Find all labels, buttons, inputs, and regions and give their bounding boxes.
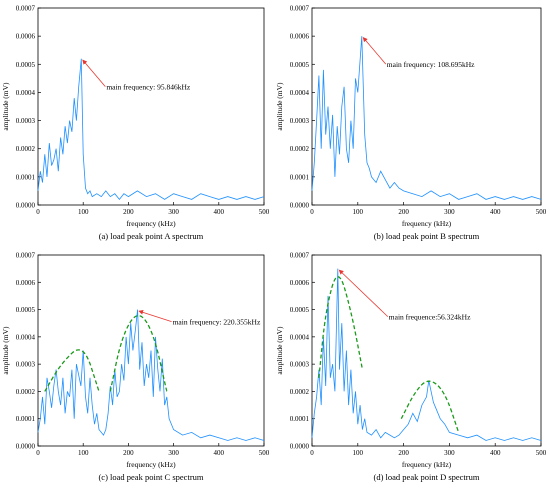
x-tick-label: 0 [36,208,40,216]
x-tick-label: 500 [536,449,547,457]
x-tick-label: 400 [214,208,225,216]
spectrum-line [37,58,265,201]
y-axis-title: amplitude (mV) [1,82,10,131]
x-tick-label: 200 [398,208,409,216]
y-tick-label: 0.0004 [290,333,310,341]
x-axis-title: frequency (kHz) [126,219,176,228]
y-tick-label: 0.0000 [290,443,310,451]
x-tick-label: 0 [310,449,314,457]
x-tick-label: 300 [168,449,179,457]
y-tick-label: 0.0002 [290,145,310,153]
y-tick-label: 0.0001 [16,415,36,423]
plot-frame [311,7,542,206]
y-tick-label: 0.0007 [290,5,310,13]
y-tick-label: 0.0001 [16,173,36,181]
x-tick-label: 300 [444,208,455,216]
y-tick-label: 0.0005 [290,306,310,314]
y-tick-label: 0.0002 [290,388,310,396]
y-tick-label: 0.0001 [290,173,310,181]
envelope-curve [400,380,460,433]
y-tick-label: 0.0002 [16,388,36,396]
y-tick-label: 0.0002 [16,145,36,153]
x-tick-label: 300 [168,208,179,216]
y-tick-label: 0.0003 [16,361,36,369]
x-tick-label: 500 [259,449,270,457]
y-tick-label: 0.0004 [290,89,310,97]
y-tick-label: 0.0005 [16,306,36,314]
x-tick-label: 200 [398,449,409,457]
y-axis-title: amplitude (mV) [275,82,284,131]
plot-frame [37,254,265,447]
envelope-curve [109,315,168,393]
x-tick-label: 100 [78,449,89,457]
y-axis-title: amplitude (mV) [275,326,284,375]
annotation-label: main frequency: 95.846kHz [106,83,191,92]
x-tick-label: 400 [490,449,501,457]
annotation-arrow [82,59,106,87]
spectrum-line [311,268,542,441]
x-tick-label: 400 [490,208,501,216]
x-tick-label: 300 [444,449,455,457]
spectrum-line [311,36,542,200]
chart-caption: (b) load peak point B spectrum [374,231,480,241]
x-axis-title: frequency (kHz) [402,219,452,228]
y-tick-label: 0.0006 [16,33,36,41]
x-axis-title: frequency (kHz) [126,460,176,469]
annotation-arrow [362,37,387,65]
y-tick-label: 0.0006 [16,279,36,287]
y-tick-label: 0.0001 [290,415,310,423]
x-tick-label: 100 [78,208,89,216]
y-tick-label: 0.0005 [290,61,310,69]
chart-panel-4: 0 100 200 300 400 500 0.0000 0.0001 0.0002 0.0003… [275,252,547,483]
y-tick-label: 0.0000 [16,202,36,210]
x-axis-title: frequency (kHz) [402,460,452,469]
x-tick-label: 500 [259,208,270,216]
x-tick-label: 400 [214,449,225,457]
spectrum-line [37,309,265,441]
x-tick-label: 100 [353,449,364,457]
y-tick-label: 0.0003 [290,361,310,369]
y-tick-label: 0.0004 [16,89,36,97]
annotation-label: main frequence:56.324kHz [389,313,471,322]
y-tick-label: 0.0000 [290,202,310,210]
y-tick-label: 0.0006 [290,33,310,41]
annotation-arrow [338,269,389,317]
chart-caption: (a) load peak point A spectrum [99,231,204,241]
annotation-label: main frequency: 220.355kHz [173,318,261,327]
x-tick-label: 500 [536,208,547,216]
chart-caption: (d) load peak point D spectrum [374,472,480,482]
x-tick-label: 0 [36,449,40,457]
chart-panel-3: 0 100 200 300 400 500 0.0000 0.0001 0.0002 0.0003… [1,252,270,483]
y-tick-label: 0.0005 [16,61,36,69]
envelope-curve [318,276,364,378]
chart-caption: (c) load peak point C spectrum [98,472,203,482]
y-tick-label: 0.0007 [290,252,310,260]
x-tick-label: 100 [353,208,364,216]
y-tick-label: 0.0004 [16,333,36,341]
plot-frame [37,7,265,206]
x-tick-label: 0 [310,208,314,216]
y-tick-label: 0.0003 [290,117,310,125]
chart-panel-1: 0 100 200 300 400 500 0.0000 0.0001 0.0002 0.0003… [1,5,270,242]
annotation-label: main frequency: 108.695kHz [387,60,475,69]
envelope-curve [44,349,100,393]
chart-panel-2: 0 100 200 300 400 500 0.0000 0.0001 0.0002 0.0003… [275,5,547,242]
x-tick-label: 200 [123,208,134,216]
y-tick-label: 0.0000 [16,443,36,451]
y-tick-label: 0.0007 [16,252,36,260]
annotation-arrow [138,310,172,322]
plot-frame [311,254,542,447]
y-tick-label: 0.0003 [16,117,36,125]
y-tick-label: 0.0007 [16,5,36,13]
x-tick-label: 200 [123,449,134,457]
y-axis-title: amplitude (mV) [1,326,10,375]
y-tick-label: 0.0006 [290,279,310,287]
